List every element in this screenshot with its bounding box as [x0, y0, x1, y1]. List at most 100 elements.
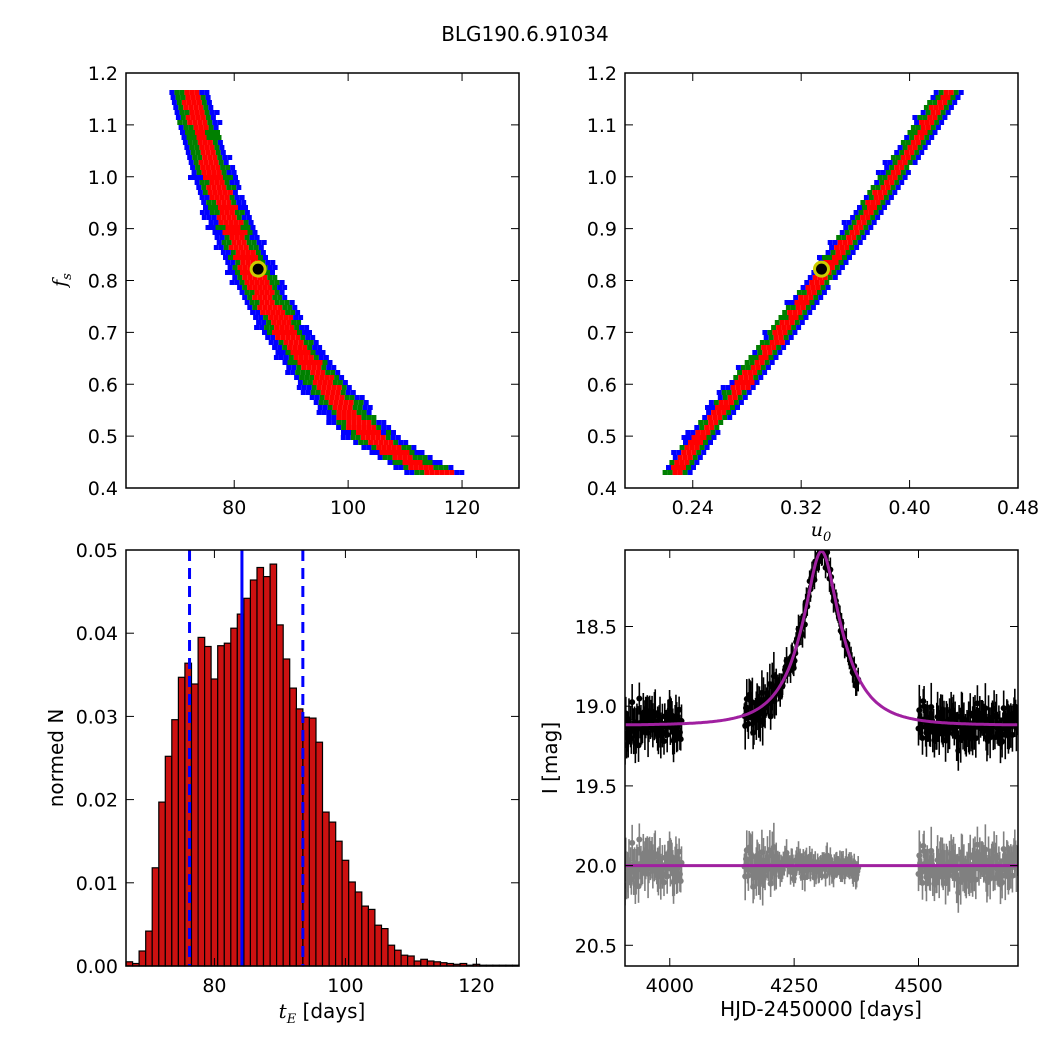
sigma2-cell — [879, 180, 885, 185]
y-tick-label: 0.6 — [88, 374, 118, 396]
sigma2-cell — [214, 210, 220, 215]
sigma2-cell — [863, 225, 869, 230]
sigma1-cell — [233, 245, 239, 250]
sigma3-cell — [216, 240, 222, 245]
sigma2-cell — [783, 315, 789, 320]
sigma2-cell — [822, 255, 827, 260]
sigma1-cell — [810, 285, 816, 290]
sigma3-cell — [672, 455, 678, 460]
sigma1-cell — [319, 375, 325, 380]
sigma2-cell — [851, 220, 857, 225]
sigma2-cell — [303, 340, 309, 345]
sigma3-cell — [374, 450, 380, 455]
residual-point — [972, 876, 979, 883]
sigma2-cell — [349, 395, 355, 400]
sigma1-cell — [213, 160, 219, 165]
histogram-bar — [420, 958, 428, 967]
sigma3-cell — [454, 470, 460, 475]
sigma2-cell — [308, 340, 314, 345]
sigma1-cell — [847, 240, 853, 245]
sigma1-cell — [793, 315, 799, 320]
sigma3-cell — [784, 340, 790, 345]
sigma1-cell — [693, 440, 698, 445]
sigma3-cell — [817, 255, 822, 260]
sigma1-cell — [423, 465, 429, 470]
sigma2-cell — [188, 125, 194, 130]
y-tick-label: 0.6 — [587, 374, 617, 396]
sigma2-cell — [226, 240, 232, 245]
sigma1-cell — [948, 90, 954, 95]
sigma3-cell — [231, 170, 237, 175]
sigma2-cell — [831, 270, 837, 275]
sigma3-cell — [788, 335, 794, 340]
y-tick-label: 0.4 — [88, 478, 118, 500]
sigma1-cell — [214, 195, 220, 200]
sigma1-cell — [209, 145, 215, 150]
sigma1-cell — [245, 250, 251, 255]
sigma3-cell — [272, 265, 278, 270]
sigma3-cell — [282, 295, 288, 300]
sigma2-cell — [870, 185, 876, 190]
sigma2-cell — [190, 150, 196, 155]
sigma3-cell — [919, 150, 925, 155]
histogram-bar — [269, 563, 278, 967]
sigma2-cell — [730, 405, 735, 410]
sigma2-cell — [816, 290, 822, 295]
sigma3-cell — [381, 425, 387, 430]
sigma2-cell — [209, 210, 215, 215]
sigma1-cell — [195, 95, 201, 100]
sigma1-cell — [228, 205, 233, 210]
sigma1-cell — [279, 325, 285, 330]
sigma3-cell — [882, 160, 888, 165]
sigma1-cell — [708, 420, 714, 425]
sigma1-cell — [288, 315, 294, 320]
sigma3-cell — [205, 225, 211, 230]
sigma1-cell — [257, 285, 263, 290]
sigma2-cell — [914, 150, 920, 155]
sigma2-cell — [195, 150, 201, 155]
sigma1-cell — [396, 445, 402, 450]
sigma2-cell — [269, 280, 275, 285]
sigma1-cell — [201, 135, 207, 140]
sigma1-cell — [870, 200, 876, 205]
sigma2-cell — [272, 275, 278, 280]
sigma2-cell — [842, 255, 847, 260]
sigma2-cell — [236, 215, 242, 220]
residual-point — [635, 883, 642, 890]
sigma3-cell — [387, 460, 393, 465]
sigma1-cell — [228, 220, 234, 225]
sigma1-cell — [333, 400, 339, 405]
sigma2-cell — [845, 250, 851, 255]
sigma1-cell — [404, 450, 410, 455]
sigma3-cell — [241, 200, 247, 205]
sigma2-cell — [757, 370, 763, 375]
sigma1-cell — [890, 170, 896, 175]
sigma3-cell — [184, 145, 190, 150]
sigma1-cell — [253, 255, 258, 260]
sigma3-cell — [204, 210, 210, 215]
sigma1-cell — [894, 165, 900, 170]
sigma3-cell — [843, 225, 849, 230]
sigma1-cell — [275, 310, 281, 315]
sigma3-cell — [206, 215, 212, 220]
sigma1-cell — [248, 255, 253, 260]
sigma1-cell — [262, 285, 268, 290]
y-tick-label: 1.2 — [88, 63, 118, 85]
sigma2-cell — [733, 400, 739, 405]
sigma2-cell — [193, 160, 199, 165]
sigma1-cell — [271, 320, 277, 325]
sigma3-cell — [836, 270, 842, 275]
histogram-bar — [315, 741, 324, 967]
sigma1-cell — [288, 340, 294, 345]
sigma3-cell — [252, 230, 258, 235]
sigma3-cell — [857, 205, 862, 210]
sigma1-cell — [732, 395, 738, 400]
sigma2-cell — [187, 140, 193, 145]
sigma3-cell — [448, 465, 454, 470]
sigma2-cell — [305, 370, 311, 375]
sigma2-cell — [249, 290, 255, 295]
sigma1-cell — [277, 330, 282, 335]
sigma2-cell — [235, 270, 240, 275]
sigma2-cell — [887, 190, 893, 195]
sigma1-cell — [207, 190, 213, 195]
